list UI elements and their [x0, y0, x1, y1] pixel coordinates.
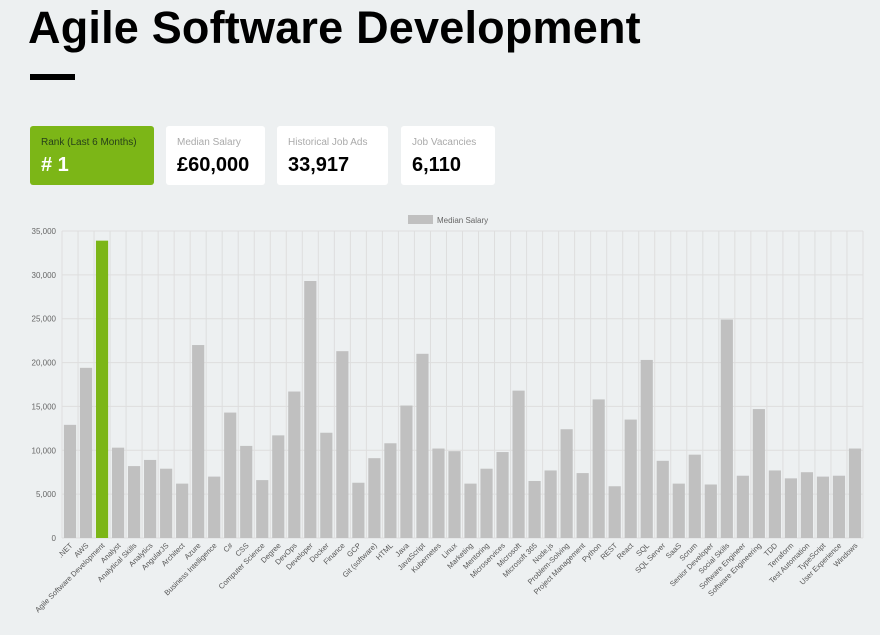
- y-tick-label: 35,000: [32, 227, 57, 236]
- bars: [63, 240, 862, 539]
- bar-social-skills: [720, 319, 733, 538]
- bar-software-engineer: [736, 475, 749, 538]
- y-tick-label: 5,000: [36, 490, 57, 499]
- median-salary-value: £60,000: [177, 154, 250, 176]
- bar-microsoft-365: [528, 480, 541, 538]
- bar-saas: [672, 483, 685, 538]
- y-tick-label: 15,000: [32, 402, 57, 411]
- bar-css: [240, 445, 253, 538]
- median-salary-label: Median Salary: [177, 137, 241, 148]
- median-salary-card: Median Salary £60,000: [166, 126, 265, 185]
- bar-microservices: [496, 452, 509, 538]
- bar-analytical-skills: [128, 466, 141, 538]
- bar-mentoring: [480, 468, 493, 538]
- x-tick-label: React: [615, 540, 636, 561]
- legend-swatch: [408, 215, 433, 224]
- bar-architect: [176, 483, 189, 538]
- bar-aws: [79, 367, 93, 538]
- bar-sql: [640, 359, 653, 538]
- y-tick-label: 25,000: [32, 315, 57, 324]
- bar-python: [592, 399, 605, 538]
- job-vacancies-value: 6,110: [412, 154, 461, 176]
- bar-c-: [224, 412, 237, 538]
- bar-java: [400, 405, 413, 538]
- bar-developer: [304, 280, 317, 538]
- bar-finance: [336, 351, 349, 538]
- x-tick-label: .NET: [56, 541, 75, 560]
- bar-software-engineering: [752, 409, 765, 538]
- bar-scrum: [688, 454, 701, 538]
- rank-value: # 1: [41, 154, 69, 176]
- bar-sql-server: [656, 460, 669, 538]
- bar-terraform: [784, 478, 797, 538]
- bar-business-intelligence: [208, 476, 221, 538]
- job-vacancies-label: Job Vacancies: [412, 137, 477, 148]
- bar-kubernetes: [432, 448, 445, 538]
- bar-windows: [848, 448, 862, 538]
- bar-git-software-: [368, 458, 381, 538]
- bar-agile-software-development: [95, 240, 109, 539]
- y-tick-label: 30,000: [32, 271, 57, 280]
- bar-problem-solving: [560, 429, 573, 538]
- grid-lines: [61, 230, 864, 539]
- y-tick-label: 10,000: [32, 446, 57, 455]
- legend-label: Median Salary: [437, 216, 488, 225]
- median-salary-bar-chart: 0 5,000 10,000 15,000 20,000 25,000 30,000 35,0…: [32, 215, 864, 614]
- historical-job-ads-label: Historical Job Ads: [288, 137, 368, 148]
- bar-tdd: [768, 470, 781, 538]
- bar-marketing: [464, 483, 477, 538]
- bar-senior-developer: [704, 484, 717, 538]
- bar-test-automation: [800, 472, 814, 538]
- bar-react: [624, 419, 637, 538]
- legend: Median Salary: [408, 215, 488, 225]
- bar-node-js: [544, 470, 557, 538]
- title-underline: [30, 74, 75, 80]
- y-tick-label: 20,000: [32, 359, 57, 368]
- historical-job-ads-card: Historical Job Ads 33,917: [277, 126, 388, 185]
- bar-gcp: [352, 482, 365, 538]
- y-axis-ticks: 0 5,000 10,000 15,000 20,000 25,000 30,000 35,0…: [32, 227, 57, 543]
- bar-computer-science: [256, 480, 269, 538]
- bar-analytics: [144, 459, 157, 538]
- bar-rest: [608, 486, 621, 538]
- bar-html: [384, 443, 397, 538]
- x-tick-label: HTML: [374, 541, 395, 562]
- rank-label: Rank (Last 6 Months): [41, 137, 137, 148]
- bar-linux: [448, 451, 461, 538]
- bar-project-management: [576, 473, 589, 538]
- x-tick-label: REST: [599, 541, 620, 562]
- historical-job-ads-value: 33,917: [288, 154, 350, 176]
- bar-devops: [288, 391, 301, 538]
- bar-user-experience: [832, 475, 846, 538]
- bar-analyst: [111, 447, 125, 538]
- bar-typescript: [816, 476, 830, 538]
- bar-degree: [272, 435, 285, 538]
- bar-docker: [320, 432, 333, 538]
- job-vacancies-card: Job Vacancies 6,110: [401, 126, 495, 185]
- bar--net: [63, 424, 77, 538]
- x-tick-label: SQL Server: [633, 541, 667, 575]
- y-tick-label: 0: [52, 534, 57, 543]
- bar-azure: [192, 345, 205, 538]
- bar-angularjs: [160, 468, 173, 538]
- bar-javascript: [416, 353, 429, 538]
- page-title: Agile Software Development: [28, 2, 641, 53]
- rank-card: Rank (Last 6 Months) # 1: [30, 126, 154, 185]
- bar-microsoft: [512, 390, 525, 538]
